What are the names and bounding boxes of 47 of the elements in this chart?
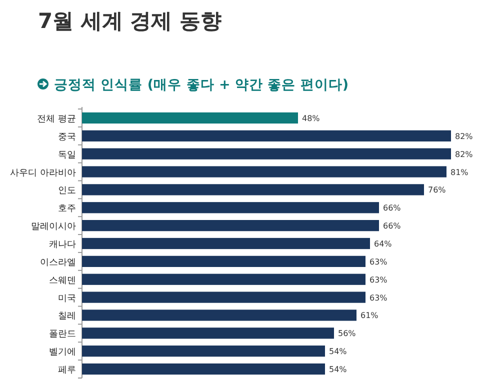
bar <box>82 274 366 285</box>
bar <box>82 184 424 196</box>
data-label: 66% <box>383 204 402 213</box>
data-label: 66% <box>383 222 402 231</box>
y-tick-label: 칠레 <box>58 312 76 322</box>
data-label: 82% <box>455 150 474 159</box>
bar <box>82 148 451 160</box>
y-tick-label: 벨기에 <box>49 348 76 358</box>
data-label: 54% <box>329 365 348 374</box>
y-tick-label: 페루 <box>58 366 76 376</box>
data-label: 63% <box>370 275 388 284</box>
bar <box>82 166 446 178</box>
bar <box>82 292 366 303</box>
bar <box>82 346 325 357</box>
y-tick-label: 이스라엘 <box>40 258 76 268</box>
y-tick-label: 스웨덴 <box>49 276 76 286</box>
y-tick-label: 중국 <box>58 132 76 142</box>
bar <box>82 328 334 339</box>
bar <box>82 220 379 232</box>
y-tick-label: 캐나다 <box>49 240 76 250</box>
bar <box>82 310 356 321</box>
bar <box>82 130 451 142</box>
data-label: 82% <box>455 132 474 141</box>
chart-subtitle: 긍정적 인식률 (매우 좋다 + 약간 좋은 편이다) <box>54 77 349 93</box>
y-tick-label: 인도 <box>58 186 76 196</box>
y-tick-label: 호주 <box>58 204 76 214</box>
chart-title: 7월 세계 경제 동향 <box>38 9 222 33</box>
data-label: 63% <box>370 257 388 266</box>
data-label: 56% <box>338 329 356 338</box>
y-tick-label: 말레이시아 <box>31 222 76 232</box>
data-label: 64% <box>374 240 392 248</box>
data-label: 48% <box>302 114 320 123</box>
y-tick-label: 미국 <box>58 294 76 304</box>
bar <box>82 202 379 214</box>
data-label: 76% <box>428 186 446 195</box>
y-tick-label: 폴란드 <box>49 330 76 340</box>
data-label: 54% <box>329 347 348 356</box>
data-label: 63% <box>370 293 388 302</box>
bar <box>82 256 366 267</box>
y-tick-label: 사우디 아라비아 <box>10 168 76 178</box>
data-label: 81% <box>450 168 469 177</box>
bar <box>82 363 325 375</box>
y-tick-label: 독일 <box>58 150 76 160</box>
data-label: 61% <box>360 311 379 320</box>
y-tick-label: 전체 평균 <box>37 114 76 124</box>
bar <box>82 112 298 124</box>
bar <box>82 238 370 250</box>
